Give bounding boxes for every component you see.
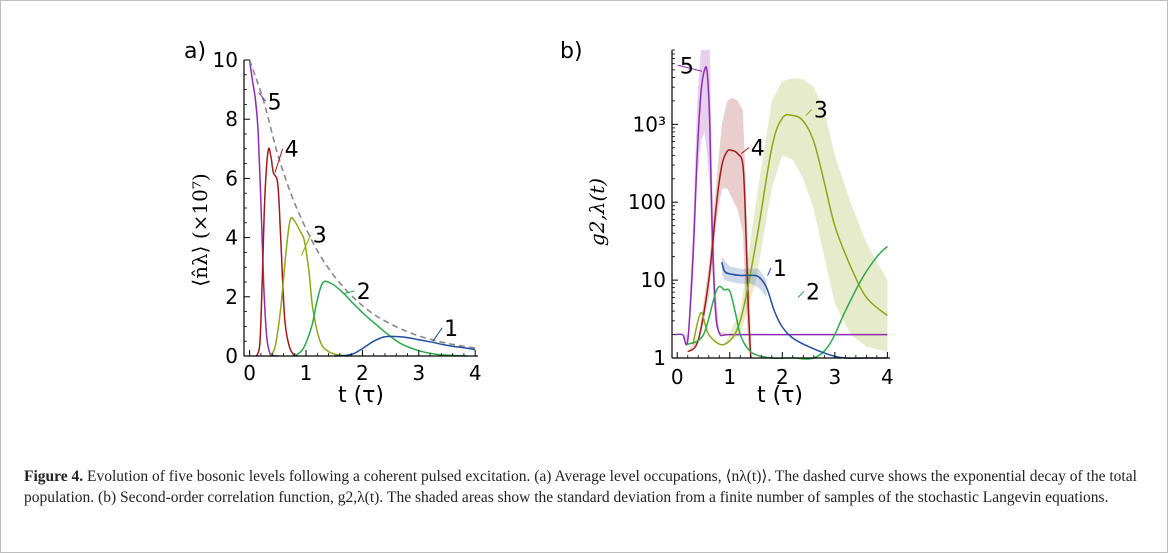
y-tick-label: 6 xyxy=(225,166,238,190)
x-tick-label: 2 xyxy=(356,361,369,385)
series-label-leader-1 xyxy=(432,327,443,342)
band-series-3 xyxy=(693,78,888,352)
y-tick-label: 8 xyxy=(225,107,238,131)
x-tick-label: 4 xyxy=(469,361,482,385)
caption-label: Figure 4. xyxy=(24,468,84,485)
line-series-3 xyxy=(692,113,888,346)
line-series-1 xyxy=(334,335,476,357)
figure-caption: Figure 4. Evolution of five bosonic leve… xyxy=(24,466,1144,508)
x-tick-label: 3 xyxy=(412,361,425,385)
series-label-2: 2 xyxy=(357,280,371,305)
line-series-2 xyxy=(687,245,888,360)
series-label-leader-1 xyxy=(767,267,772,276)
series-label-leader-3 xyxy=(805,109,813,116)
band-series-1 xyxy=(721,256,767,298)
panel-a-xlabel: t (τ) xyxy=(338,383,384,408)
line-series-4 xyxy=(687,149,752,359)
series-label-5: 5 xyxy=(268,90,282,115)
series-label-leader-3 xyxy=(301,234,312,256)
series-label-leader-4 xyxy=(741,147,750,155)
line-series-5 xyxy=(674,65,888,346)
line-series-total xyxy=(248,59,476,349)
y-tick-label: 10³ xyxy=(633,112,666,136)
y-tick-label: 10 xyxy=(213,48,238,72)
x-tick-label: 1 xyxy=(300,361,313,385)
y-tick-label: 0 xyxy=(225,344,238,368)
panel-b-ylabel: g2,λ(t) xyxy=(585,178,609,246)
panel-a-ylabel: ⟨n̂λ⟩ (×10⁷) xyxy=(188,173,212,286)
panel-b-label: b) xyxy=(560,39,583,64)
x-tick-label: 0 xyxy=(671,365,684,389)
x-tick-label: 2 xyxy=(776,365,789,389)
panel-a-label: a) xyxy=(184,39,206,64)
line-series-4 xyxy=(255,147,298,357)
x-tick-label: 3 xyxy=(828,365,841,389)
series-label-3: 3 xyxy=(814,98,828,123)
panel-b-xlabel: t (τ) xyxy=(757,383,803,408)
y-tick-label: 2 xyxy=(225,285,238,309)
x-tick-label: 0 xyxy=(243,361,256,385)
caption-text: Evolution of five bosonic levels followi… xyxy=(24,468,1137,506)
x-tick-label: 4 xyxy=(881,365,894,389)
band-series-4 xyxy=(687,97,751,358)
series-label-5: 5 xyxy=(680,54,694,79)
y-tick-label: 10 xyxy=(641,268,666,292)
series-label-1: 1 xyxy=(444,317,458,342)
series-label-4: 4 xyxy=(751,137,765,162)
series-label-leader-2 xyxy=(342,290,355,295)
series-label-leader-5 xyxy=(677,64,703,72)
line-series-2 xyxy=(294,280,467,357)
series-label-1: 1 xyxy=(773,257,787,282)
y-tick-label: 4 xyxy=(225,226,238,250)
x-tick-label: 1 xyxy=(723,365,736,389)
series-label-leader-5 xyxy=(258,92,267,102)
y-tick-label: 1 xyxy=(653,346,666,370)
series-label-2: 2 xyxy=(806,280,820,305)
series-label-3: 3 xyxy=(313,224,327,249)
y-tick-label: 100 xyxy=(628,190,666,214)
series-label-leader-2 xyxy=(797,291,805,298)
series-label-4: 4 xyxy=(285,138,299,163)
line-series-3 xyxy=(268,216,349,357)
series-label-leader-4 xyxy=(274,148,284,173)
